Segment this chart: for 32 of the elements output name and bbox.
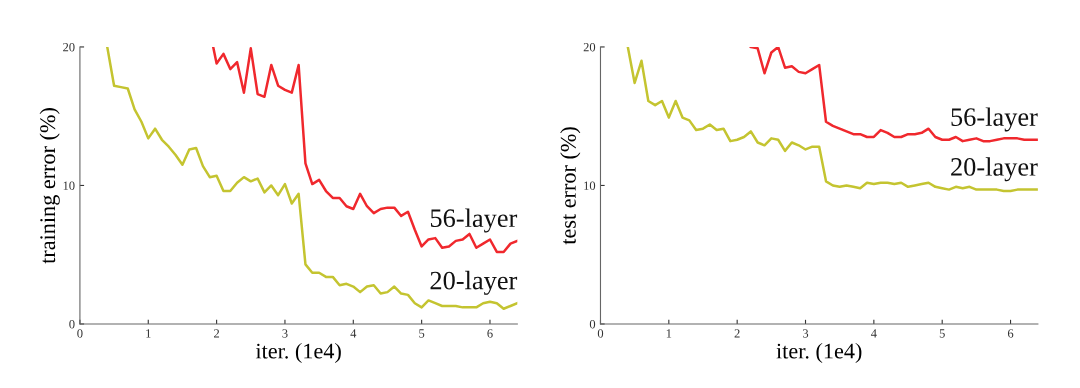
y-tick-label: 20 — [63, 42, 75, 52]
x-tick-label: 1 — [146, 329, 151, 338]
x-tick-label: 2 — [214, 329, 220, 338]
y-tick-label: 0 — [589, 320, 596, 329]
y-tick-label: 10 — [63, 181, 75, 190]
x-tick-label: 6 — [487, 329, 493, 338]
x-tick-label: 2 — [734, 329, 740, 338]
x-tick-label: 4 — [350, 329, 357, 338]
x-axis-title: iter. (1e4) — [255, 342, 341, 364]
series-label: 20-layer — [951, 157, 1038, 182]
x-tick-label: 3 — [282, 329, 288, 338]
x-axis-title: iter. (1e4) — [776, 342, 862, 364]
line-series — [749, 46, 1038, 143]
line-series — [626, 46, 1038, 193]
x-tick-label: 0 — [597, 329, 604, 338]
line-series — [106, 46, 518, 310]
x-tick-label: 3 — [802, 329, 809, 338]
series-label: 56-layer — [430, 208, 518, 233]
y-tick-label: 0 — [69, 320, 75, 329]
x-tick-label: 5 — [939, 329, 945, 338]
x-tick-label: 4 — [870, 329, 877, 338]
x-tick-label: 1 — [666, 329, 672, 338]
series-label: 20-layer — [430, 270, 518, 295]
x-tick-label: 5 — [419, 329, 425, 338]
y-tick-label: 10 — [584, 181, 596, 190]
x-tick-label: 0 — [77, 329, 83, 338]
y-axis-title: test error (%) — [560, 127, 581, 245]
line-series — [211, 46, 518, 254]
y-axis-title: training error (%) — [39, 108, 60, 264]
x-tick-label: 6 — [1007, 329, 1014, 338]
y-tick-label: 20 — [583, 42, 596, 52]
series-label: 56-layer — [951, 107, 1038, 132]
